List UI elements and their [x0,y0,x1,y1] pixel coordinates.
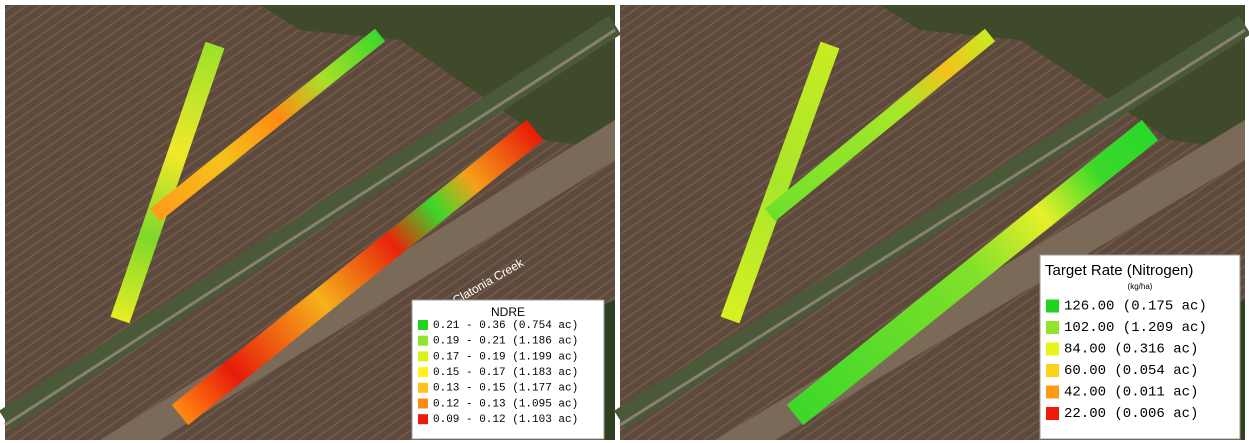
legend-swatch [418,320,428,330]
legend-title: Target Rate (Nitrogen) [1045,262,1193,279]
legend: NDRE 0.21 - 0.36 (0.754 ac) 0.19 - 0.21 (… [412,300,604,439]
legend-label: 0.15 - 0.17 (1.183 ac) [433,367,578,379]
legend-swatch [1046,407,1059,420]
legend-label: 0.19 - 0.21 (1.186 ac) [433,336,578,348]
legend-label: 0.21 - 0.36 (0.754 ac) [433,320,578,332]
legend-label: 126.00 (0.175 ac) [1064,299,1207,315]
legend-swatch [418,383,428,393]
legend-swatch [1046,343,1059,356]
map-figure: Clatonia Creek NDRE 0.21 - 0.36 (0.754 a… [0,0,1249,443]
legend-label: 0.09 - 0.12 (1.103 ac) [433,414,578,426]
legend-label: 42.00 (0.011 ac) [1064,385,1198,401]
legend-label: 0.17 - 0.19 (1.199 ac) [433,351,578,363]
legend-label: 60.00 (0.054 ac) [1064,363,1198,379]
legend-swatch [1046,364,1059,377]
legend-unit: (kg/ha) [1128,282,1153,291]
legend-label: 84.00 (0.316 ac) [1064,342,1198,358]
legend-title: NDRE [491,305,525,319]
legend-label: 102.00 (1.209 ac) [1064,320,1207,336]
page: {"panels": [ {"legend": {"title": "NDRE"… [0,0,1249,443]
legend-label: 0.13 - 0.15 (1.177 ac) [433,383,578,395]
legend-swatch [418,351,428,361]
legend-swatch [1046,300,1059,313]
legend: Target Rate (Nitrogen) (kg/ha) 126.00 (0… [1040,255,1240,439]
legend-label: 22.00 (0.006 ac) [1064,406,1198,422]
legend-swatch [418,367,428,377]
legend-label: 0.12 - 0.13 (1.095 ac) [433,398,578,410]
legend-swatch [418,414,428,424]
legend-swatch [418,336,428,346]
legend-swatch [418,399,428,409]
legend-swatch [1046,321,1059,334]
legend-swatch [1046,386,1059,399]
